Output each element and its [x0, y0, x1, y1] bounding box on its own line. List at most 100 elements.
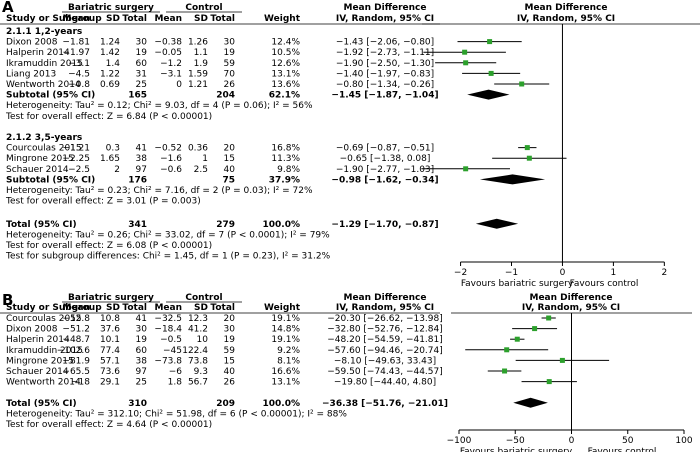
- study-total-bariatric: 41: [136, 144, 147, 154]
- study-sd-bariatric: 1.4: [106, 59, 121, 69]
- pooled-effect-diamond: [475, 218, 519, 229]
- study-sd-bariatric: 0.3: [106, 144, 120, 154]
- study-name: Courcoulas 2015: [6, 314, 82, 324]
- subgroup-heterogeneity: Heterogeneity: Tau² = 0.23; Chi² = 7.16,…: [6, 186, 313, 196]
- study-weight: 14.8%: [271, 325, 300, 335]
- header-total-2: Total: [210, 303, 235, 313]
- footer-statistic: Heterogeneity: Tau² = 312.10; Chi² = 51.…: [6, 409, 347, 419]
- study-mean-control: −45: [163, 346, 182, 356]
- pooled-total-control: 209: [216, 399, 235, 409]
- study-weight: 12.6%: [271, 59, 300, 69]
- study-mean-bariatric: −1.81: [62, 38, 90, 48]
- study-mean-control: 1.8: [168, 378, 183, 388]
- axis-label-favours-control: Favours control: [588, 447, 657, 452]
- study-mean-control: 0: [176, 80, 182, 90]
- study-mean-bariatric: −3.1: [68, 59, 90, 69]
- study-total-control: 15: [224, 356, 235, 366]
- axis-label-favours-control: Favours control: [570, 279, 639, 289]
- study-mean-bariatric: −102.6: [57, 346, 91, 356]
- study-name: Halperin 2014: [6, 48, 70, 58]
- pooled-mean-difference-ci: −36.38 [−51.76, −21.01]: [322, 399, 448, 409]
- axis-label-favours-bariatric: Favours bariatric surgery: [461, 279, 574, 289]
- study-sd-control: 10: [197, 335, 209, 345]
- study-sd-control: 56.7: [188, 378, 208, 388]
- study-sd-control: 1.59: [188, 69, 208, 79]
- study-mean-control: −73.8: [154, 356, 182, 366]
- study-name: Ikramuddin 2015: [6, 59, 83, 69]
- study-total-bariatric: 38: [136, 154, 148, 164]
- pooled-weight: 37.9%: [269, 175, 300, 185]
- subgroup-title: 2.1.1 1,2-years: [6, 27, 82, 37]
- study-mean-difference-ci: −20.30 [−26.62, −13.98]: [327, 314, 443, 324]
- study-name: Wentworth 2014: [6, 80, 81, 90]
- study-sd-control: 9.3: [194, 367, 208, 377]
- study-sd-bariatric: 10.1: [100, 335, 120, 345]
- x-tick-label: −100: [447, 436, 472, 446]
- pooled-effect-diamond: [467, 89, 510, 100]
- study-mean-difference-ci: −1.90 [−2.77, −1.03]: [336, 165, 434, 175]
- header-plot-method: IV, Random, 95% CI: [517, 14, 615, 24]
- study-mean-difference-ci: −48.20 [−54.59, −41.81]: [327, 335, 443, 345]
- pooled-total-control: 75: [222, 175, 235, 185]
- study-mean-bariatric: −1.97: [62, 48, 90, 58]
- header-mean-2: Mean: [154, 303, 182, 313]
- study-sd-bariatric: 1.42: [100, 48, 120, 58]
- study-total-bariatric: 19: [136, 48, 148, 58]
- study-mean-bariatric: −18: [71, 378, 90, 388]
- study-mean-control: −32.5: [154, 314, 182, 324]
- pooled-total-bariatric: 165: [128, 91, 147, 101]
- study-total-control: 30: [224, 325, 236, 335]
- study-effect-marker: [488, 70, 494, 76]
- header-sd-1: SD: [106, 303, 120, 313]
- header-plot-mean-difference: Mean Difference: [524, 3, 607, 13]
- study-total-control: 40: [224, 165, 236, 175]
- study-mean-control: −1.2: [160, 59, 182, 69]
- study-mean-control: −1.6: [160, 154, 182, 164]
- x-tick-label: 100: [675, 436, 692, 446]
- panel-label-A: A: [2, 0, 14, 16]
- x-tick-label: −1: [505, 268, 518, 278]
- pooled-mean-difference-ci: −1.29 [−1.70, −0.87]: [331, 220, 438, 230]
- header-total-1: Total: [122, 14, 147, 24]
- study-mean-difference-ci: −0.65 [−1.38, 0.08]: [340, 154, 431, 164]
- subgroup-overall-effect: Test for overall effect: Z = 6.84 (P < 0…: [5, 112, 212, 122]
- pooled-total-bariatric: 310: [128, 399, 147, 409]
- study-effect-marker: [559, 357, 565, 363]
- study-mean-difference-ci: −0.80 [−1.34, −0.26]: [336, 80, 434, 90]
- study-weight: 16.8%: [271, 144, 300, 154]
- study-effect-marker: [463, 60, 469, 66]
- header-mean-difference: Mean Difference: [343, 3, 426, 13]
- study-weight: 13.1%: [271, 69, 300, 79]
- study-total-control: 70: [224, 69, 236, 79]
- study-sd-bariatric: 1.24: [100, 38, 120, 48]
- study-effect-marker: [502, 368, 508, 374]
- pooled-weight: 100.0%: [263, 220, 301, 230]
- pooled-weight: 62.1%: [269, 91, 300, 101]
- x-tick-label: 2: [661, 268, 667, 278]
- x-tick-label: 0: [569, 436, 575, 446]
- study-sd-control: 73.8: [188, 356, 208, 366]
- footer-statistic: Test for overall effect: Z = 6.08 (P < 0…: [5, 241, 212, 251]
- header-group-bariatric: Bariatric surgery: [68, 3, 154, 13]
- study-mean-difference-ci: −1.40 [−1.97, −0.83]: [336, 69, 434, 79]
- study-effect-marker: [514, 336, 520, 342]
- study-total-control: 30: [224, 38, 236, 48]
- study-total-control: 26: [224, 80, 236, 90]
- study-sd-bariatric: 2: [114, 165, 120, 175]
- x-tick-label: 50: [622, 436, 634, 446]
- study-name: Halperin 2014: [6, 335, 70, 345]
- study-total-bariatric: 25: [136, 378, 147, 388]
- study-weight: 9.2%: [277, 346, 300, 356]
- study-total-control: 20: [224, 314, 236, 324]
- study-mean-difference-ci: −59.50 [−74.43, −44.57]: [327, 367, 443, 377]
- study-weight: 10.5%: [271, 48, 300, 58]
- study-mean-bariatric: −51.2: [62, 325, 90, 335]
- study-effect-marker: [487, 39, 493, 45]
- pooled-total-bariatric: 176: [128, 175, 147, 185]
- study-total-bariatric: 97: [136, 367, 147, 377]
- study-total-bariatric: 30: [136, 38, 148, 48]
- study-mean-bariatric: −2.5: [68, 165, 90, 175]
- study-name: Liang 2013: [6, 69, 56, 79]
- study-name: Mingrone 2015: [6, 154, 74, 164]
- study-weight: 9.8%: [277, 165, 300, 175]
